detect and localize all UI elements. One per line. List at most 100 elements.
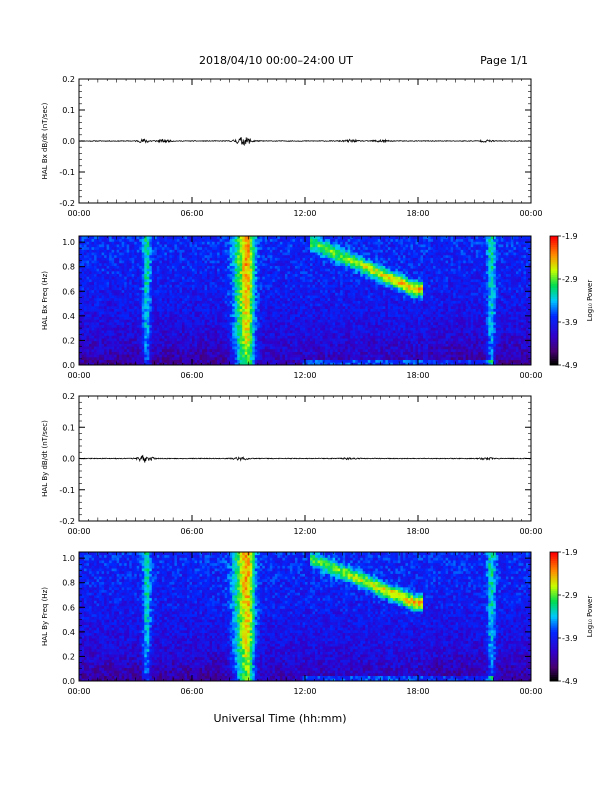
spectrogram-cell xyxy=(259,327,263,331)
spectrogram-cell xyxy=(121,332,125,336)
spectrogram-cell xyxy=(274,319,278,323)
spectrogram-cell xyxy=(146,305,150,309)
spectrogram-cell xyxy=(89,254,92,258)
spectrogram-cell xyxy=(91,254,95,258)
spectrogram-cell xyxy=(315,289,318,293)
spectrogram-cell xyxy=(114,284,118,288)
spectrogram-cell xyxy=(325,338,328,342)
spectrogram-cell xyxy=(202,330,205,334)
spectrogram-cell xyxy=(297,241,301,245)
spectrogram-cell xyxy=(272,340,276,344)
spectrogram-cell xyxy=(144,300,148,304)
spectrogram-cell xyxy=(174,295,178,299)
spectrogram-cell xyxy=(234,330,238,334)
spectrogram-cell xyxy=(99,260,102,264)
spectrogram-cell xyxy=(176,348,180,352)
spectrogram-cell xyxy=(279,335,283,339)
spectrogram-cell xyxy=(267,262,271,266)
spectrogram-cell xyxy=(186,346,190,350)
spectrogram-cell xyxy=(224,324,228,328)
spectrogram-cell xyxy=(244,327,248,331)
spectrogram-cell xyxy=(237,241,241,245)
spectrogram-cell xyxy=(174,276,178,280)
spectrogram-cell xyxy=(179,295,183,299)
spectrogram-cell xyxy=(299,303,303,307)
spectrogram-cell xyxy=(106,343,110,347)
spectrogram-cell xyxy=(81,324,85,328)
spectrogram-cell xyxy=(249,308,253,312)
spectrogram-cell xyxy=(292,316,296,320)
spectrogram-cell xyxy=(111,254,115,258)
spectrogram-cell xyxy=(244,252,248,256)
spectrogram-cell xyxy=(171,257,175,261)
spectrogram-cell xyxy=(294,359,298,363)
spectrogram-cell xyxy=(325,311,328,315)
spectrogram-cell xyxy=(264,354,268,358)
spectrogram-cell xyxy=(257,322,261,326)
spectrogram-cell xyxy=(222,246,226,250)
spectrogram-cell xyxy=(104,295,108,299)
spectrogram-cell xyxy=(242,332,246,336)
spectrogram-cell xyxy=(99,354,102,358)
spectrogram-cell xyxy=(202,297,205,301)
spectrogram-cell xyxy=(264,319,268,323)
spectrogram-cell xyxy=(264,308,268,312)
spectrogram-cell xyxy=(116,273,120,277)
spectrogram-cell xyxy=(287,351,291,355)
spectrogram-cell xyxy=(229,260,233,264)
spectrogram-cell xyxy=(242,238,246,242)
spectrogram-cell xyxy=(217,303,221,307)
spectrogram-cell xyxy=(176,276,180,280)
spectrogram-cell xyxy=(194,335,198,339)
spectrogram-cell xyxy=(139,348,143,352)
spectrogram-cell xyxy=(197,308,200,312)
spectrogram-cell xyxy=(284,265,288,269)
spectrogram-cell xyxy=(325,295,328,299)
spectrogram-cell xyxy=(217,284,221,288)
spectrogram-cell xyxy=(136,268,140,272)
spectrogram-cell xyxy=(322,262,326,266)
spectrogram-cell xyxy=(129,338,133,342)
spectrogram-cell xyxy=(116,249,120,253)
spectrogram-cell xyxy=(214,330,218,334)
spectrogram-cell xyxy=(106,287,110,291)
spectrogram-cell xyxy=(81,356,85,361)
spectrogram-cell xyxy=(96,300,100,304)
spectrogram-cell xyxy=(189,279,193,283)
spectrogram-cell xyxy=(299,257,303,261)
spectrogram-cell xyxy=(109,362,113,366)
spectrogram-cell xyxy=(114,262,118,266)
spectrogram-cell xyxy=(181,260,185,264)
spectrogram-cell xyxy=(249,252,253,256)
spectrogram-cell xyxy=(114,362,118,366)
spectrogram-cell xyxy=(96,270,100,275)
spectrogram-cell xyxy=(312,292,316,296)
spectrogram-cell xyxy=(134,268,138,272)
spectrogram-cell xyxy=(171,303,175,307)
spectrogram-cell xyxy=(320,359,323,363)
spectrogram-cell xyxy=(292,249,296,253)
spectrogram-cell xyxy=(257,330,261,334)
spectrogram-cell xyxy=(151,281,155,285)
spectrogram-cell xyxy=(124,292,128,296)
spectrogram-cell xyxy=(282,246,286,250)
spectrogram-cell xyxy=(224,238,228,242)
spectrogram-cell xyxy=(154,292,158,296)
spectrogram-cell xyxy=(179,260,183,264)
spectrogram-cell xyxy=(302,262,306,266)
spectrogram-cell xyxy=(89,249,92,253)
spectrogram-cell xyxy=(305,335,308,339)
spectrogram-cell xyxy=(144,241,148,245)
spectrogram-cell xyxy=(99,340,102,344)
spectrogram-cell xyxy=(299,319,303,323)
spectrogram-cell xyxy=(126,338,130,342)
spectrogram-cell xyxy=(89,340,92,344)
spectrogram-cell xyxy=(239,338,243,342)
spectrogram-cell xyxy=(212,241,215,245)
spectrogram-cell xyxy=(287,343,291,347)
spectrogram-cell xyxy=(169,249,173,253)
spectrogram-cell xyxy=(124,249,128,253)
spectrogram-cell xyxy=(121,338,125,342)
spectrogram-cell xyxy=(262,313,266,318)
spectrogram-cell xyxy=(111,257,115,261)
